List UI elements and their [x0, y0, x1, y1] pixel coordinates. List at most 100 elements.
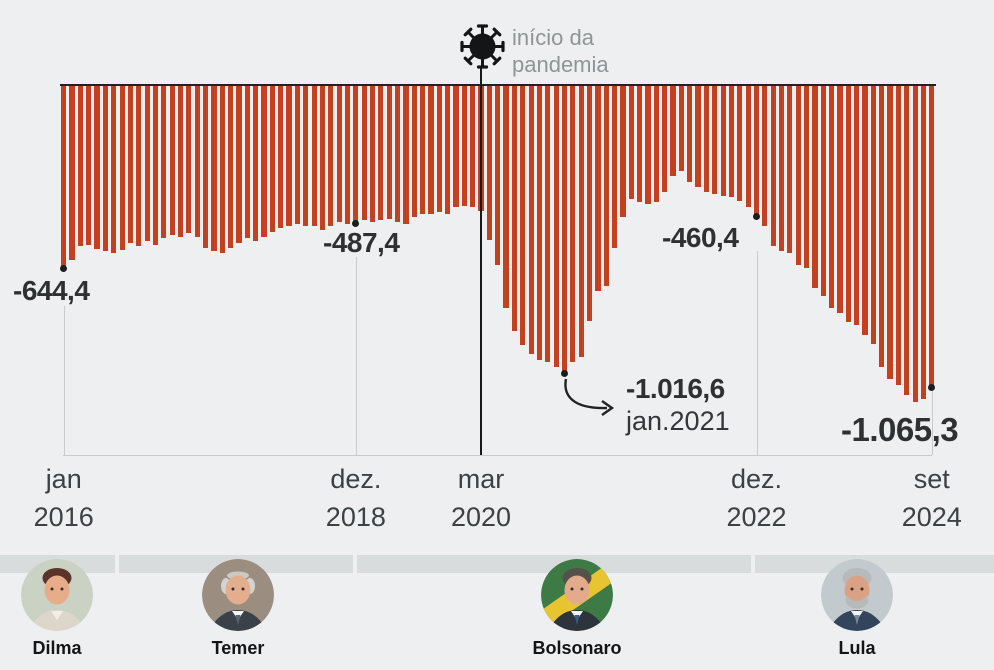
value-label-jan2016: -644,4: [13, 275, 90, 306]
bar-month-68: [628, 86, 634, 200]
bar-month-29: [303, 86, 309, 226]
bar-month-12: [161, 86, 167, 239]
bar-month-66: [612, 86, 618, 249]
bar-month-3: [86, 86, 92, 246]
bar-month-35: [353, 86, 359, 224]
bar-month-45: [436, 86, 442, 212]
bar-month-59: [553, 86, 559, 368]
bar-month-13: [169, 86, 175, 236]
vertical-guide-month-0: [63, 306, 65, 455]
bar-month-0: [61, 86, 67, 269]
bar-month-63: [586, 86, 593, 321]
president-name: Lula: [838, 638, 876, 658]
x-tick-dez.-2018: dez. 2018: [276, 460, 436, 536]
bar-month-97: [870, 86, 876, 345]
bar-month-32: [328, 86, 334, 227]
bar-month-98: [879, 86, 885, 368]
value-label-set2024: -1.065,3: [841, 411, 959, 448]
bar-month-25: [269, 86, 275, 232]
bar-month-78: [712, 86, 718, 194]
bar-month-67: [620, 86, 626, 217]
vertical-guide-month-35: [355, 257, 357, 455]
x-tick-month: mar: [457, 464, 505, 494]
bar-month-85: [770, 86, 776, 247]
annotation-dot-4: [928, 383, 936, 391]
bar-month-61: [570, 86, 576, 363]
bar-month-30: [311, 86, 317, 227]
x-tick-year: 2022: [726, 502, 787, 532]
virus-icon: [460, 24, 505, 69]
bar-month-7: [119, 86, 125, 250]
bar-month-34: [344, 86, 351, 224]
president-name: Dilma: [32, 638, 82, 658]
bar-month-87: [787, 86, 793, 253]
x-tick-year: 2016: [33, 502, 94, 532]
pandemic-label-line1: início da: [512, 25, 594, 50]
bar-month-42: [411, 86, 417, 217]
x-tick-month: jan: [45, 464, 82, 494]
bar-month-75: [687, 86, 693, 183]
president-bolsonaro: Bolsonaro: [517, 559, 637, 659]
bar-month-91: [820, 86, 826, 296]
value-label-jan2021-value: -1.016,6: [626, 373, 725, 404]
bar-month-64: [595, 86, 601, 292]
bar-month-36: [361, 86, 367, 221]
president-name: Temer: [211, 638, 265, 658]
bar-month-31: [319, 86, 326, 231]
bar-month-53: [503, 86, 509, 308]
x-tick-year: 2024: [901, 502, 962, 532]
bar-month-40: [394, 86, 401, 222]
bar-month-46: [445, 86, 451, 214]
bar-month-72: [662, 86, 668, 192]
bar-month-89: [803, 86, 810, 268]
x-tick-set-2024: set 2024: [852, 460, 994, 536]
bar-month-19: [219, 86, 225, 253]
x-tick-month: set: [913, 464, 950, 494]
bar-month-86: [778, 86, 785, 252]
bar-month-10: [144, 86, 150, 242]
bar-month-27: [286, 86, 292, 226]
bar-month-15: [186, 86, 192, 234]
bar-month-69: [637, 86, 643, 202]
bar-month-20: [228, 86, 234, 249]
value-label-dez2018: -487,4: [323, 227, 400, 258]
pandemic-label-line2: pandemia: [512, 52, 609, 77]
bar-month-2: [77, 86, 83, 247]
pandemic-start-line: [480, 66, 482, 455]
dilma-avatar: [21, 559, 93, 631]
bar-month-81: [737, 86, 743, 201]
bar-month-6: [111, 86, 117, 253]
x-tick-month: dez.: [330, 464, 382, 494]
bar-month-37: [369, 86, 376, 222]
bar-month-8: [127, 86, 134, 244]
bar-month-48: [461, 86, 467, 206]
bar-month-76: [695, 86, 701, 187]
value-label-jan2021: -1.016,6 jan.2021: [626, 372, 730, 438]
x-axis-line: [63, 455, 932, 456]
bar-month-73: [670, 86, 676, 177]
bar-month-9: [136, 86, 142, 247]
bar-month-51: [486, 86, 492, 240]
bar-month-39: [386, 86, 392, 219]
bar-month-65: [603, 86, 609, 287]
bar-month-84: [762, 86, 768, 227]
bar-month-103: [920, 86, 927, 399]
bar-month-55: [520, 86, 526, 346]
bar-month-80: [728, 86, 735, 198]
bar-month-100: [895, 86, 901, 385]
bar-month-101: [904, 86, 910, 395]
bar-month-74: [678, 86, 684, 172]
president-dilma: Dilma: [0, 559, 117, 659]
bar-month-94: [845, 86, 851, 323]
bar-month-17: [203, 86, 209, 249]
bar-month-4: [94, 86, 100, 250]
bar-month-52: [495, 86, 501, 266]
pandemic-label: início da pandemia: [512, 24, 609, 78]
bar-month-11: [152, 86, 159, 246]
bar-month-102: [912, 86, 918, 402]
x-tick-year: 2018: [325, 502, 386, 532]
bar-month-47: [453, 86, 459, 207]
x-tick-mar-2020: mar 2020: [401, 460, 561, 536]
bar-month-60: [561, 86, 568, 374]
